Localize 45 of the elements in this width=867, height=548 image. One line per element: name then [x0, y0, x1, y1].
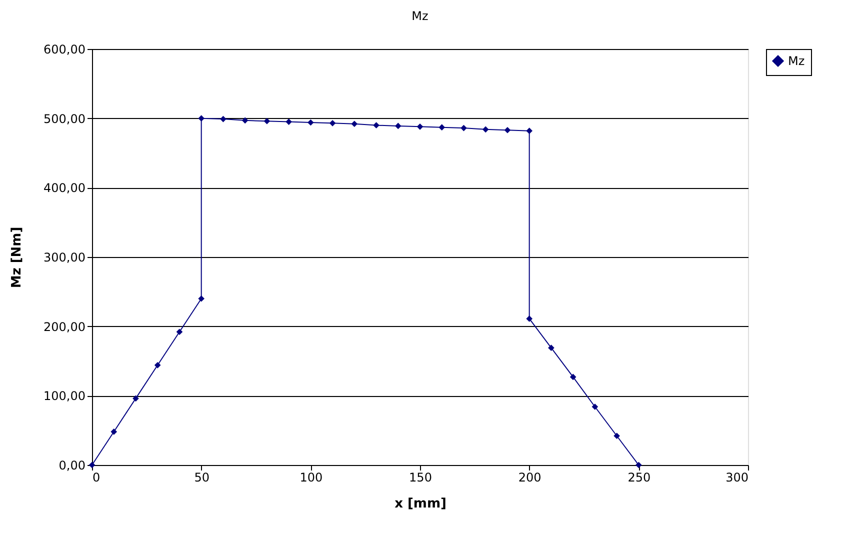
point — [308, 119, 314, 126]
point — [460, 124, 467, 132]
point — [394, 122, 402, 130]
point — [198, 115, 204, 122]
point — [526, 128, 532, 134]
x-tick-label: 150 — [409, 470, 432, 484]
x-tick-label: 0 — [92, 470, 100, 484]
chart-title: Mz — [412, 9, 428, 23]
x-tick-label: 250 — [628, 470, 651, 484]
point — [636, 462, 642, 468]
x-tick-label: 50 — [194, 470, 210, 484]
point — [548, 344, 554, 351]
y-tick-label: 500,00 — [44, 112, 86, 126]
y-axis-title: Mz [Nm] — [10, 226, 25, 288]
y-tick-label: 0,00 — [58, 458, 86, 472]
point — [132, 395, 139, 402]
point — [351, 120, 358, 128]
point — [416, 123, 424, 130]
point — [154, 362, 161, 368]
x-axis-title: x [mm] — [394, 496, 446, 512]
point — [504, 126, 511, 134]
point — [264, 118, 270, 124]
y-tick-label: 400,00 — [44, 181, 86, 196]
y-tick-label: 600,00 — [44, 42, 86, 56]
point — [614, 432, 620, 440]
point — [438, 124, 446, 131]
x-tick-label: 300 — [726, 470, 748, 484]
point — [526, 316, 532, 322]
y-tick-label: 100,00 — [44, 389, 86, 404]
point — [570, 374, 576, 380]
point — [286, 118, 292, 125]
x-tick-label: 200 — [518, 470, 542, 484]
point — [373, 122, 380, 128]
point — [198, 295, 204, 302]
y-tick-label: 200,00 — [44, 320, 86, 334]
point — [110, 428, 118, 435]
point — [220, 116, 226, 122]
point — [482, 126, 489, 133]
point — [242, 117, 248, 124]
point — [176, 328, 183, 336]
point — [592, 404, 598, 410]
x-tick-label: 100 — [300, 470, 323, 484]
legend-label: Mz — [788, 54, 805, 68]
y-tick-label: 300,00 — [44, 250, 86, 264]
point — [329, 120, 336, 126]
